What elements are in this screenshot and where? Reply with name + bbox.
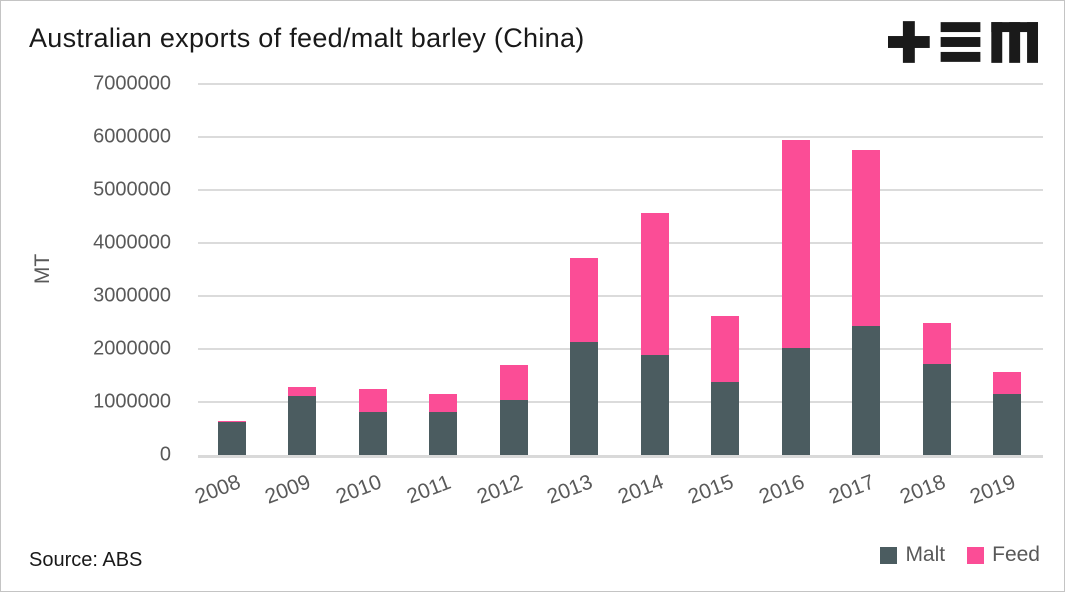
x-tick-label: 2008 — [191, 470, 244, 509]
bar-feed-2011 — [429, 393, 458, 413]
gridline — [198, 189, 1043, 191]
y-tick-label: 4000000 — [93, 231, 171, 254]
x-tick-label: 2009 — [262, 470, 315, 509]
gridline — [198, 295, 1043, 297]
y-tick-label: 1000000 — [93, 390, 171, 413]
x-tick-label: 2017 — [825, 470, 878, 509]
malt-swatch-icon — [880, 546, 898, 564]
bar-feed-2012 — [499, 364, 528, 401]
legend-label-malt: Malt — [905, 543, 946, 566]
bar-feed-2014 — [640, 212, 669, 355]
x-tick-label: 2019 — [966, 470, 1019, 509]
bar-malt-2013 — [570, 342, 599, 455]
bar-malt-2011 — [429, 412, 458, 455]
x-tick-label: 2018 — [896, 470, 949, 509]
bar-malt-2014 — [640, 354, 669, 455]
y-axis-ticks: 0 1000000 2000000 3000000 4000000 5000000 6000… — [1, 73, 171, 466]
x-tick-label: 2014 — [614, 470, 667, 509]
chart-title: Australian exports of feed/malt barley (… — [29, 23, 585, 53]
bar-feed-2016 — [781, 140, 810, 349]
x-axis-ticks: 2008 2009 2010 2011 2012 2013 2014 2015 2016 2017… — [192, 455, 1043, 515]
plus-equals-m-logo — [888, 21, 1039, 63]
bar-feed-2008 — [218, 420, 246, 423]
legend: Malt Feed — [880, 543, 1040, 567]
plot-area — [198, 83, 1043, 458]
bar-malt-2018 — [922, 363, 951, 455]
gridline — [198, 83, 1043, 85]
x-tick-label: 2016 — [755, 470, 808, 509]
legend-item-feed: Feed — [967, 543, 1040, 567]
bar-malt-2010 — [358, 412, 387, 455]
bar-feed-2018 — [922, 323, 951, 364]
legend-label-feed: Feed — [992, 543, 1040, 566]
x-tick-label: 2013 — [544, 470, 596, 509]
gridline — [198, 136, 1043, 138]
bar-malt-2008 — [218, 422, 246, 455]
source-note: Source: ABS — [29, 549, 143, 571]
bar-feed-2013 — [570, 257, 599, 343]
y-tick-label: 2000000 — [93, 337, 171, 360]
bar-malt-2009 — [288, 395, 317, 455]
x-tick-label: 2015 — [685, 470, 737, 509]
gridline — [198, 401, 1043, 403]
y-tick-label: 3000000 — [93, 284, 171, 307]
bar-feed-2009 — [288, 387, 317, 396]
x-tick-label: 2012 — [473, 470, 526, 509]
y-tick-label: 7000000 — [93, 72, 171, 95]
gridline — [198, 348, 1043, 350]
gridline — [198, 242, 1043, 244]
feed-swatch-icon — [967, 546, 985, 564]
x-tick-label: 2011 — [403, 470, 455, 509]
bar-malt-2012 — [499, 400, 528, 455]
bar-malt-2017 — [852, 325, 881, 455]
bar-malt-2015 — [711, 382, 740, 455]
legend-item-malt: Malt — [880, 543, 945, 567]
bar-malt-2016 — [781, 348, 810, 455]
y-tick-label: 5000000 — [93, 178, 171, 201]
bar-malt-2019 — [992, 394, 1021, 455]
bar-feed-2017 — [852, 150, 881, 326]
bar-feed-2019 — [992, 371, 1021, 395]
y-tick-label: 0 — [159, 443, 171, 466]
x-tick-label: 2010 — [332, 470, 385, 509]
bar-feed-2010 — [358, 388, 387, 413]
bar-feed-2015 — [711, 316, 740, 383]
y-tick-label: 6000000 — [93, 125, 171, 148]
